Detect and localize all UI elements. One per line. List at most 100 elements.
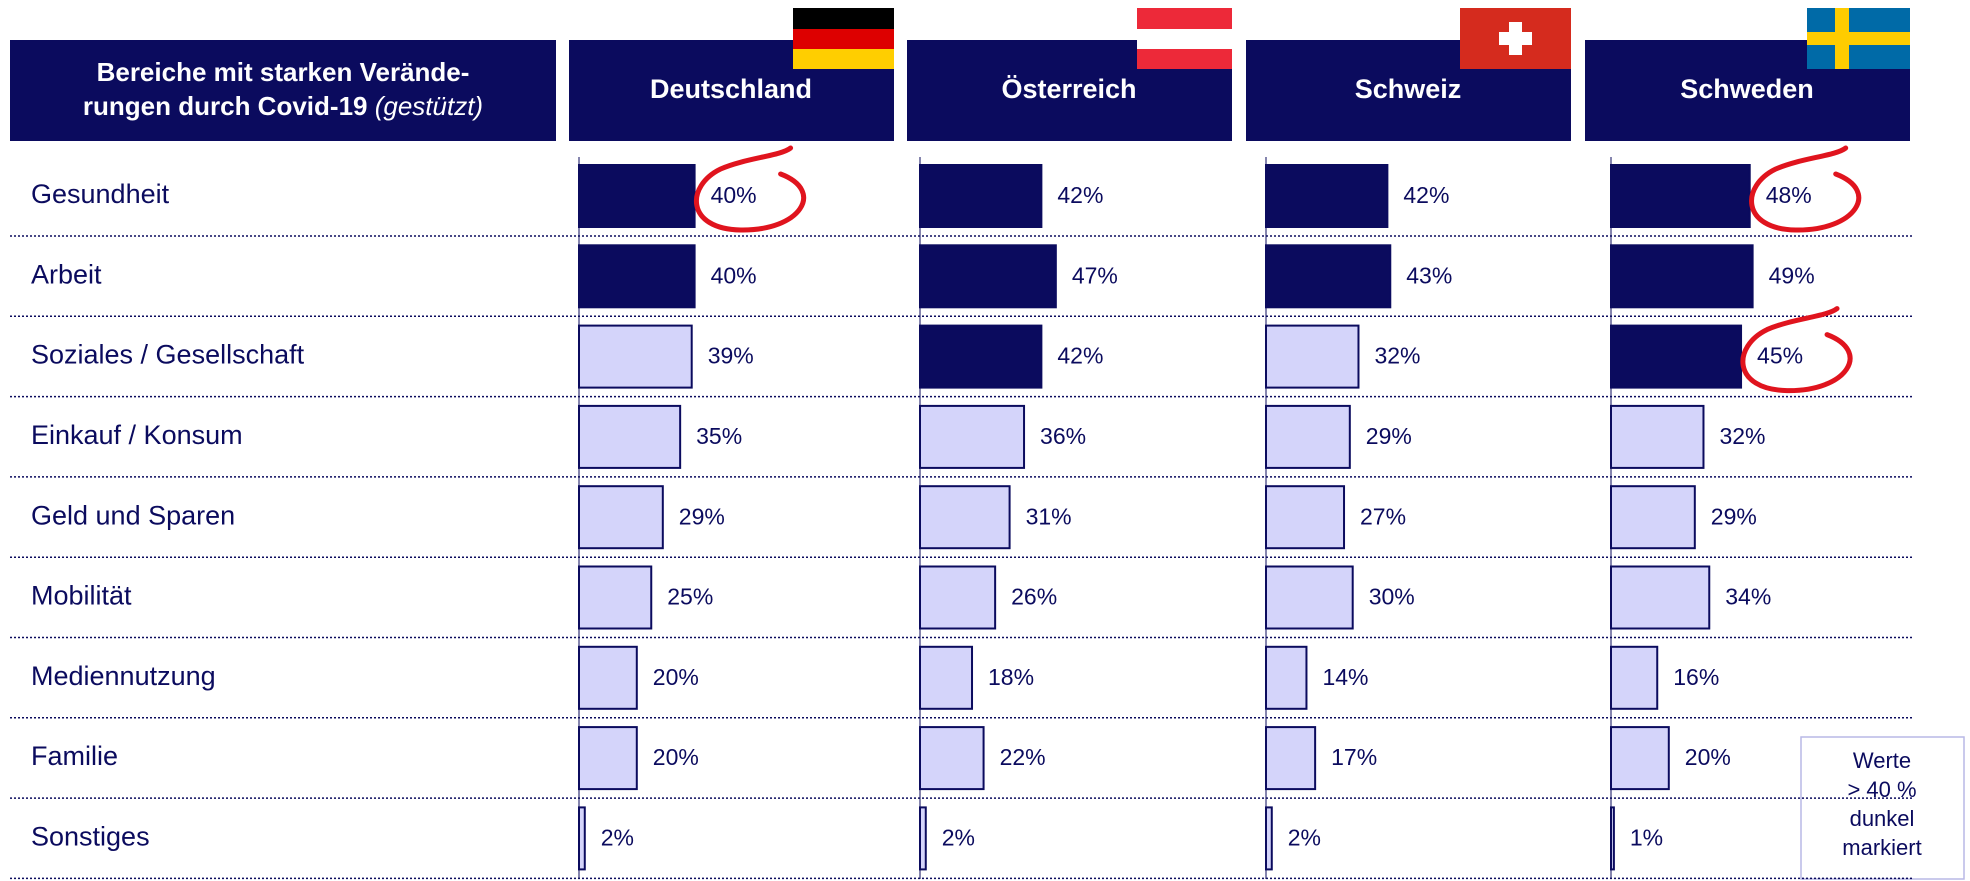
bar: [1610, 324, 1743, 389]
value-label: 27%: [1360, 503, 1406, 529]
value-label: 20%: [1685, 744, 1731, 770]
bar: [1265, 324, 1360, 389]
note-line: dunkel: [1850, 806, 1915, 831]
value-label: 17%: [1331, 744, 1377, 770]
series-name: Deutschland: [650, 74, 812, 104]
value-label: 42%: [1403, 182, 1449, 208]
bar: [578, 645, 638, 710]
title-line: rungen durch Covid-19 (gestützt): [83, 91, 483, 121]
category-label: Familie: [31, 741, 118, 771]
value-label: 42%: [1057, 182, 1103, 208]
bar: [919, 726, 985, 791]
bar: [578, 404, 682, 469]
bar: [1265, 485, 1346, 550]
bar: [1265, 164, 1389, 228]
bar: [1610, 645, 1659, 710]
value-label: 1%: [1630, 824, 1663, 850]
note-line: > 40 %: [1847, 777, 1916, 802]
value-label: 2%: [1288, 824, 1321, 850]
bar: [578, 806, 586, 871]
bar: [919, 565, 997, 630]
value-label: 16%: [1673, 664, 1719, 690]
series-name: Schweden: [1680, 74, 1814, 104]
flag-austria: [1137, 8, 1232, 69]
value-label: 40%: [711, 182, 757, 208]
title-note: (gestützt): [375, 91, 483, 121]
value-label: 31%: [1026, 503, 1072, 529]
flag-germany: [793, 8, 894, 69]
flag-switzerland: [1460, 8, 1571, 69]
bar: [1610, 565, 1711, 630]
title-line: Bereiche mit starken Verände-: [97, 57, 470, 87]
category-label: Einkauf / Konsum: [31, 420, 243, 450]
value-label: 29%: [679, 503, 725, 529]
value-label: 2%: [942, 824, 975, 850]
bar: [1610, 404, 1705, 469]
value-label: 2%: [601, 824, 634, 850]
bar: [1610, 726, 1670, 791]
value-label: 32%: [1719, 423, 1765, 449]
value-label: 43%: [1406, 262, 1452, 288]
bar: [1265, 806, 1273, 871]
bar: [919, 244, 1057, 309]
bar: [578, 164, 696, 228]
bar: [1610, 485, 1696, 550]
bar: [919, 645, 974, 710]
value-label: 30%: [1369, 584, 1415, 610]
bar: [1610, 244, 1754, 309]
note-line: Werte: [1853, 748, 1911, 773]
bar: [578, 485, 664, 550]
note-line: markiert: [1842, 835, 1921, 860]
bar: [1265, 726, 1317, 791]
bar: [919, 806, 927, 871]
title-line-text: rungen durch Covid-19: [83, 91, 368, 121]
bar: [919, 485, 1011, 550]
value-label: 47%: [1072, 262, 1118, 288]
bar: [919, 164, 1043, 228]
bar: [1265, 565, 1354, 630]
value-label: 26%: [1011, 584, 1057, 610]
value-label: 34%: [1725, 584, 1771, 610]
category-label: Mobilität: [31, 581, 132, 611]
bar: [578, 324, 693, 389]
title-box: [10, 40, 556, 141]
note-box: [1800, 736, 1965, 880]
bar: [578, 565, 653, 630]
category-label: Sonstiges: [31, 822, 150, 852]
value-label: 49%: [1769, 262, 1815, 288]
bar: [1265, 645, 1308, 710]
value-label: 25%: [667, 584, 713, 610]
value-label: 29%: [1711, 503, 1757, 529]
series-name: Österreich: [1001, 74, 1136, 104]
circle-annotation: [1749, 145, 1862, 233]
circle-annotation: [1740, 306, 1853, 394]
value-label: 40%: [711, 262, 757, 288]
bar: [578, 244, 696, 309]
value-label: 48%: [1766, 182, 1812, 208]
value-label: 32%: [1374, 343, 1420, 369]
value-label: 20%: [653, 744, 699, 770]
circle-annotation: [694, 145, 806, 233]
flag-sweden: [1807, 8, 1910, 69]
category-label: Arbeit: [31, 259, 102, 289]
bar: [578, 726, 638, 791]
bar: [1610, 164, 1751, 228]
value-label: 22%: [1000, 744, 1046, 770]
category-label: Gesundheit: [31, 179, 170, 209]
value-label: 39%: [708, 343, 754, 369]
value-label: 45%: [1757, 343, 1803, 369]
value-label: 42%: [1057, 343, 1103, 369]
bar: [1610, 806, 1615, 871]
value-label: 29%: [1366, 423, 1412, 449]
bar: [919, 404, 1026, 469]
value-label: 20%: [653, 664, 699, 690]
value-label: 14%: [1322, 664, 1368, 690]
bar: [1265, 244, 1392, 309]
value-label: 18%: [988, 664, 1034, 690]
series-name: Schweiz: [1355, 74, 1462, 104]
category-label: Geld und Sparen: [31, 500, 235, 530]
bar: [919, 324, 1043, 389]
category-label: Mediennutzung: [31, 661, 216, 691]
category-label: Soziales / Gesellschaft: [31, 340, 305, 370]
